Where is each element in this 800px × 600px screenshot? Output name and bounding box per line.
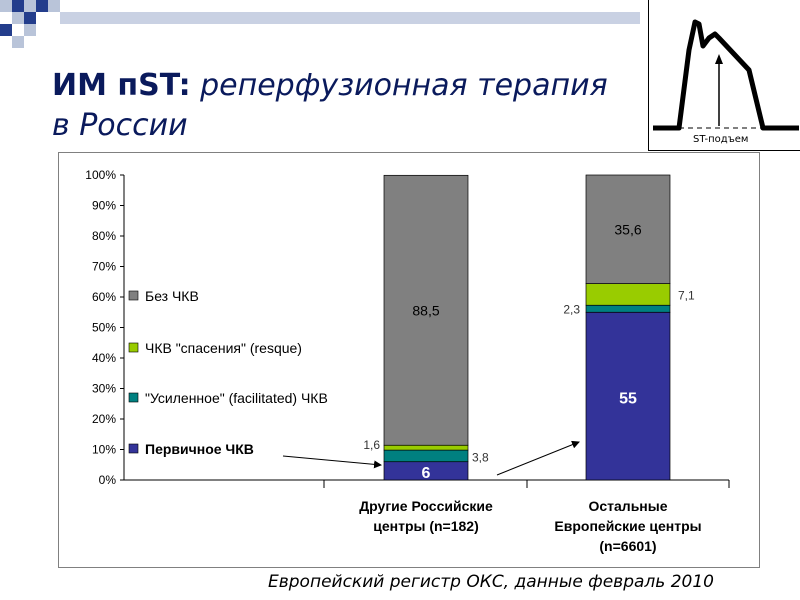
- arrow-to-europe-primary: [496, 440, 580, 476]
- data-label: 7,1: [678, 288, 695, 302]
- y-tick-label: 60%: [92, 290, 116, 304]
- data-label: 6: [422, 465, 431, 482]
- bar-segment: [585, 304, 671, 313]
- title-italic: реперфузионная терапия в России: [52, 68, 608, 143]
- legend-swatch: [128, 290, 139, 301]
- st-elevation-icon: [653, 19, 799, 131]
- x-category-label: Европейские центры: [554, 518, 701, 534]
- data-label: 55: [619, 391, 637, 408]
- bar-segment: [383, 444, 469, 451]
- ecg-inset: ST-подъем: [648, 0, 800, 151]
- decorative-squares: [0, 0, 640, 48]
- legend-swatch: [128, 392, 139, 403]
- y-tick-label: 90%: [92, 199, 116, 213]
- y-tick-label: 50%: [92, 321, 116, 335]
- y-tick-label: 30%: [92, 382, 116, 396]
- arrow-to-russia-primary: [282, 455, 382, 469]
- legend-swatch: [128, 443, 139, 454]
- data-label: 35,6: [614, 221, 641, 237]
- data-label: 1,6: [363, 438, 380, 452]
- data-label: 2,3: [563, 303, 580, 317]
- data-label: 3,8: [472, 451, 489, 465]
- y-tick-label: 20%: [92, 412, 116, 426]
- y-tick-label: 40%: [92, 351, 116, 365]
- ecg-label: ST-подъем: [693, 134, 749, 145]
- x-category-label: центры (n=182): [373, 518, 479, 534]
- bar-segment: [383, 174, 469, 446]
- legend-label: "Усиленное" (facilitated) ЧКВ: [145, 390, 328, 406]
- y-tick-label: 10%: [92, 443, 116, 457]
- x-category-label: Другие Российские: [359, 498, 493, 514]
- page-title: ИМ пST: реперфузионная терапия в России: [52, 66, 612, 146]
- legend-swatch: [128, 342, 139, 353]
- source-note: Европейский регистр ОКС, данные февраль …: [268, 572, 714, 592]
- legend-label: Первичное ЧКВ: [145, 441, 254, 457]
- chart-frame: 0% 10% 20% 30% 40% 50% 60% 70% 80% 90% 100% 6 55 3,8 2…: [58, 152, 760, 568]
- data-label: 88,5: [412, 302, 439, 318]
- bar-segment: [585, 283, 671, 306]
- x-category-label: (n=6601): [599, 538, 656, 554]
- y-tick-label: 80%: [92, 229, 116, 243]
- y-tick-label: 100%: [85, 168, 116, 182]
- y-tick-label: 70%: [92, 260, 116, 274]
- legend-label: ЧКВ "спасения" (resque): [145, 340, 302, 356]
- title-bold: ИМ пST:: [52, 68, 191, 103]
- bar-segment: [585, 311, 671, 481]
- bar-segment: [585, 174, 671, 284]
- bar-segment: [383, 449, 469, 463]
- legend-label: Без ЧКВ: [145, 288, 199, 304]
- x-category-label: Остальные: [588, 498, 667, 514]
- y-tick-label: 0%: [99, 473, 117, 487]
- stacked-bar-chart: 0% 10% 20% 30% 40% 50% 60% 70% 80% 90% 100% 6 55 3,8 2…: [85, 168, 730, 554]
